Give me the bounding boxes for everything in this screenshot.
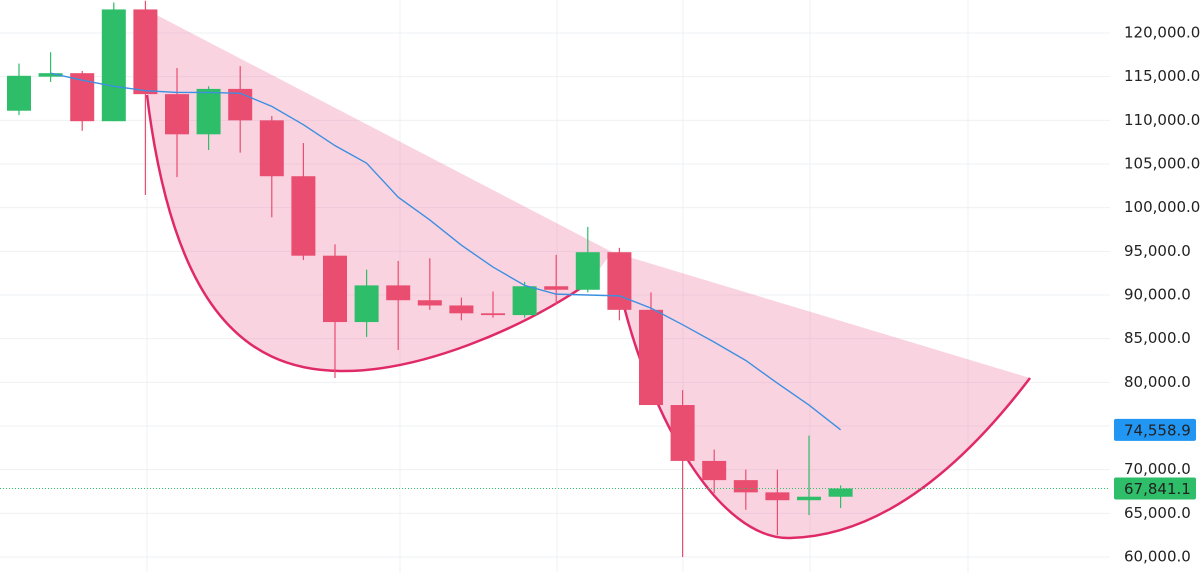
candle-body [291, 176, 316, 256]
y-tick-label: 110,000.0 [1124, 111, 1200, 129]
candle-body [133, 9, 158, 95]
y-tick-label: 95,000.0 [1124, 242, 1191, 260]
y-tick-label: 105,000.0 [1124, 155, 1200, 173]
moving-average-line [50, 72, 842, 431]
candle-body [196, 88, 221, 135]
cup-drawing [147, 10, 612, 372]
candle-body [544, 286, 569, 290]
y-tick-label: 70,000.0 [1124, 460, 1191, 478]
candle-body [354, 285, 379, 323]
candle-body [797, 496, 821, 501]
candle-body [228, 88, 253, 121]
price-label: 74,558.9 [1124, 421, 1191, 439]
candle-body [101, 9, 126, 122]
y-tick-label: 65,000.0 [1124, 504, 1191, 522]
candle-body [575, 252, 600, 290]
candle-body [481, 313, 505, 316]
y-tick-label: 115,000.0 [1124, 67, 1200, 85]
candle-body [765, 492, 790, 501]
candle-body [828, 488, 853, 497]
candle-body [512, 286, 537, 316]
cup-curve [145, 94, 591, 373]
y-tick-label: 85,000.0 [1124, 329, 1191, 347]
candle-body [702, 460, 727, 481]
candle-body [259, 120, 284, 177]
candle-body [639, 309, 663, 406]
y-tick-label: 100,000.0 [1124, 198, 1200, 216]
y-tick-label: 80,000.0 [1124, 373, 1191, 391]
price-label-box [1114, 418, 1196, 441]
price-label: 67,841.1 [1124, 480, 1191, 498]
vertical-grid [146, 0, 969, 572]
y-tick-label: 90,000.0 [1124, 285, 1191, 303]
candle-body [670, 405, 695, 461]
candle-body [733, 480, 758, 493]
y-tick-label: 60,000.0 [1124, 547, 1191, 565]
candle-body [165, 94, 189, 135]
y-tick-label: 120,000.0 [1124, 24, 1200, 42]
candle-body [323, 255, 347, 323]
candle-body [607, 252, 632, 310]
candle-body [449, 305, 474, 314]
candle-body [7, 75, 31, 111]
candle-body [38, 73, 63, 77]
candle-body [386, 285, 411, 301]
candle-body [417, 300, 442, 306]
price-label-box [1114, 477, 1196, 500]
